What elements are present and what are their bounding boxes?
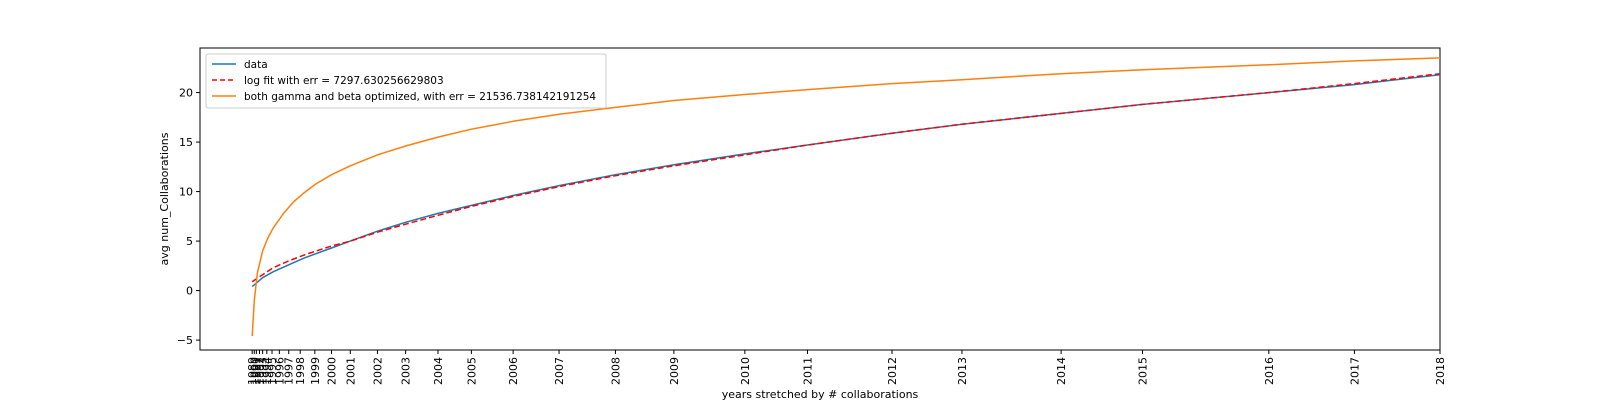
x-tick-label: 2013	[956, 357, 969, 385]
plot-frame	[199, 47, 1441, 351]
x-tick-label: 1994	[261, 357, 274, 385]
legend-label-0: data	[244, 59, 268, 71]
plot-area	[199, 47, 1441, 351]
x-tick-label: 1999	[309, 357, 322, 385]
x-tick-label: 2007	[553, 357, 566, 385]
legend-label-1: log fit with err = 7297.630256629803	[244, 75, 444, 87]
y-axis: −5 0 5 10 15 20	[177, 87, 200, 347]
y-tick-label: 20	[179, 87, 193, 100]
y-tick-label: 10	[179, 186, 193, 199]
x-tick-label: 2008	[609, 357, 622, 385]
x-tick-label: 2015	[1137, 357, 1150, 385]
y-axis-label: avg num_Collaborations	[158, 132, 171, 265]
x-tick-label: 2002	[371, 357, 384, 385]
x-tick-label: 2006	[507, 357, 520, 385]
x-tick-label: 2018	[1434, 357, 1447, 385]
x-tick-label: 1997	[283, 357, 296, 385]
series-layer	[251, 57, 1441, 337]
y-tick-label: 15	[179, 136, 193, 149]
x-tick-label: 1998	[294, 357, 307, 385]
x-axis: 1989199019911992199319941995199619971998…	[246, 350, 1447, 385]
y-tick-label: 5	[186, 235, 193, 248]
y-tick-label: 0	[186, 285, 193, 298]
x-tick-label: 2010	[739, 357, 752, 385]
legend-frame	[205, 53, 607, 109]
x-tick-label: 2004	[432, 357, 445, 385]
x-tick-label: 2011	[801, 357, 814, 385]
x-tick-label: 2009	[668, 357, 681, 385]
x-tick-label: 2012	[886, 357, 899, 385]
x-tick-label: 1996	[273, 357, 286, 385]
x-tick-label: 2016	[1263, 357, 1276, 385]
series-line-2	[251, 57, 1441, 337]
x-tick-label: 2001	[344, 357, 357, 385]
x-axis-label: years stretched by # collaborations	[722, 388, 919, 400]
y-tick-label: −5	[177, 334, 193, 347]
legend-label-2: both gamma and beta optimized, with err …	[244, 91, 596, 103]
x-tick-label: 1991	[250, 357, 263, 385]
x-tick-label: 1992	[253, 357, 266, 385]
x-tick-label: 1993	[257, 357, 270, 385]
x-tick-label: 2014	[1055, 357, 1068, 385]
x-tick-label: 2005	[465, 357, 478, 385]
x-tick-label: 1990	[248, 357, 261, 385]
legend: data log fit with err = 7297.630256629803…	[205, 53, 607, 109]
x-tick-label: 2003	[400, 357, 413, 385]
x-tick-label: 1995	[266, 357, 279, 385]
x-tick-label: 2000	[326, 357, 339, 385]
series-line-0	[251, 73, 1441, 288]
x-tick-label: 1989	[246, 357, 259, 385]
x-tick-label: 2017	[1348, 357, 1361, 385]
series-line-1	[251, 72, 1441, 283]
